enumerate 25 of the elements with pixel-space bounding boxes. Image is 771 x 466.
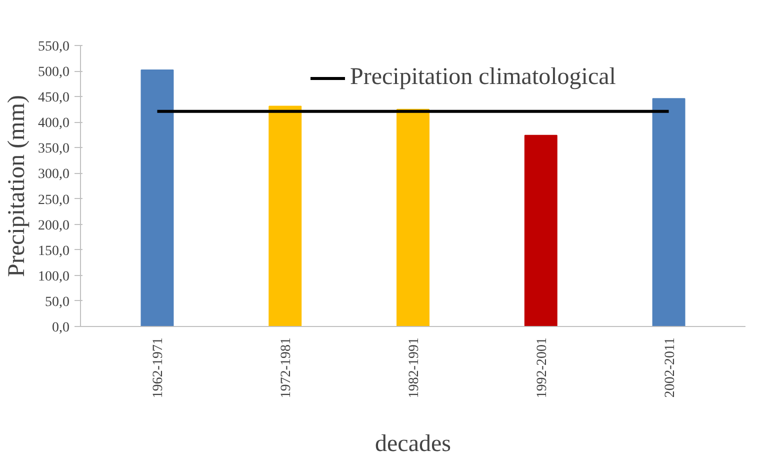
y-tick-label: 0,0 [52,320,70,336]
x-tick-label: 2002-2011 [662,337,678,398]
y-tick-label: 150,0 [38,244,70,259]
y-tick-label: 200,0 [38,218,70,234]
y-tick-label: 400,0 [38,116,70,132]
y-tick-label: 250,0 [38,192,70,208]
bar [268,106,302,326]
bar [140,70,174,326]
bar [652,98,686,326]
x-axis-title: decades [375,431,451,458]
bar [396,108,430,326]
y-tick-label: 100,0 [38,269,70,284]
x-tick-label: 1992-2001 [534,337,550,398]
bar [524,134,558,326]
x-tick-label: 1972-1981 [279,337,294,398]
y-tick-label: 50,0 [45,294,70,310]
y-tick-label: 550,0 [38,40,70,54]
y-tick-label: 450,0 [38,90,70,106]
y-tick-label: 500,0 [38,65,70,80]
y-axis-title: Precipitation (mm) [4,95,30,277]
y-tick-label: 300,0 [38,167,70,182]
x-tick-label: 1982-1991 [407,337,422,398]
legend-label: Precipitation climatological [350,64,616,91]
y-tick-label: 350,0 [38,142,70,157]
x-tick-label: 1962-1971 [151,337,166,398]
